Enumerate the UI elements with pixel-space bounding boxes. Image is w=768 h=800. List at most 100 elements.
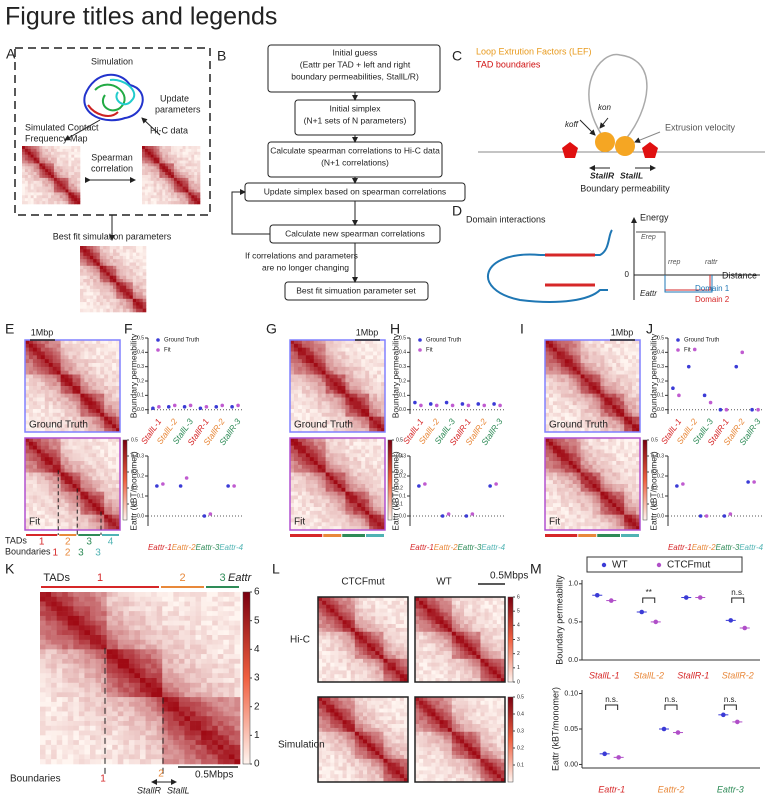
heatmap-cell (353, 363, 358, 368)
heatmap-cell (76, 449, 81, 454)
heatmap-cell (329, 340, 334, 345)
heatmap-cell (604, 491, 609, 496)
heatmap-cell (108, 461, 113, 466)
heatmap-cell (112, 343, 117, 348)
heatmap-cell (584, 363, 589, 368)
panel-label: G (266, 321, 277, 337)
heatmap-cell (604, 389, 609, 394)
heatmap-cell (194, 169, 198, 173)
heatmap-cell (552, 347, 558, 352)
heatmap-cell (80, 510, 85, 515)
heatmap-cell (301, 355, 307, 360)
label: koff (565, 120, 579, 129)
label: Boundary permeability (580, 183, 670, 193)
heatmap-cell (144, 146, 149, 150)
heatmap-cell (171, 169, 175, 173)
heatmap-cell (632, 386, 637, 391)
heatmap-cell (48, 522, 54, 527)
heatmap-cell (556, 416, 562, 421)
heatmap-cell (572, 480, 577, 485)
heatmap-cell (126, 259, 130, 263)
heatmap-cell (25, 453, 30, 458)
heatmap-cell (568, 461, 574, 466)
heatmap-cell (191, 172, 195, 176)
heatmap-cell (596, 480, 601, 485)
label: Hi-C data (150, 125, 188, 135)
heatmap-cell (96, 262, 101, 267)
heatmap-cell (100, 382, 105, 387)
heatmap-cell (92, 491, 97, 496)
heatmap-cell (76, 420, 81, 425)
heatmap-cell (381, 491, 386, 496)
heatmap-cell (116, 472, 121, 477)
heatmap-cell (369, 453, 374, 458)
heatmap-cell (357, 487, 362, 492)
heatmap-cell (600, 355, 605, 360)
heatmap-cell (381, 476, 386, 481)
heatmap-cell (293, 438, 299, 443)
dot (466, 403, 471, 408)
heatmap-cell (556, 428, 562, 433)
heatmap-cell (168, 195, 172, 199)
heatmap-cell (28, 424, 34, 429)
heatmap-cell (96, 282, 101, 286)
heatmap-cell (349, 424, 354, 429)
heatmap-cell (53, 146, 58, 150)
heatmap-cell (28, 522, 34, 527)
heatmap-cell (116, 412, 121, 417)
heatmap-cell (620, 343, 625, 348)
dot (413, 400, 417, 405)
heatmap-cell (68, 160, 72, 164)
heatmap-cell (194, 157, 198, 161)
heatmap-cell (80, 416, 85, 421)
heatmap-cell (584, 420, 589, 425)
heatmap-cell (297, 518, 303, 523)
heatmap-cell (592, 514, 597, 519)
label: Extrusion velocity (665, 122, 736, 132)
heatmap-cell (381, 363, 386, 368)
heatmap-cell (584, 503, 589, 508)
heatmap-cell (612, 351, 617, 356)
heatmap-cell (71, 183, 75, 187)
heatmap-cell (632, 518, 637, 523)
heatmap-cell (584, 476, 589, 481)
heatmap-cell (604, 340, 609, 345)
heatmap-cell (321, 464, 326, 469)
heatmap-cell (72, 464, 77, 469)
label: kon (598, 103, 611, 112)
heatmap-cell (369, 382, 374, 387)
heatmap-cell (116, 438, 121, 443)
heatmap-cell (147, 198, 151, 202)
heatmap-cell (584, 518, 589, 523)
heatmap-cell (290, 484, 295, 489)
heatmap-cell (129, 255, 134, 260)
heatmap-cell (83, 272, 87, 276)
heatmap-cell (108, 374, 113, 379)
heatmap-cell (28, 514, 34, 519)
heatmap-cell (353, 355, 358, 360)
heatmap-cell (592, 374, 597, 379)
heatmap-cell (25, 420, 30, 425)
heatmap-cell (84, 389, 89, 394)
heatmap-cell (142, 189, 146, 193)
heatmap-cell (182, 157, 186, 161)
heatmap-cell (297, 416, 303, 421)
heatmap-cell (369, 522, 374, 527)
colorbar (122, 439, 128, 521)
heatmap-cell (76, 412, 81, 417)
heatmap-cell (628, 416, 633, 421)
heatmap-cell (96, 386, 101, 391)
legend-label: Fit (164, 348, 171, 354)
heatmap-cell (86, 282, 91, 286)
heatmap-cell (600, 491, 605, 496)
heatmap-cell (357, 526, 362, 531)
heatmap-cell (636, 499, 641, 504)
heatmap-cell (333, 518, 338, 523)
heatmap-cell (337, 340, 342, 345)
heatmap-cell (113, 298, 117, 303)
y-tick-label: 0.3 (137, 453, 144, 459)
heatmap-cell (345, 412, 350, 417)
heatmap-cell (92, 472, 97, 477)
heatmap-cell (588, 347, 593, 352)
heatmap-cell (545, 476, 550, 481)
